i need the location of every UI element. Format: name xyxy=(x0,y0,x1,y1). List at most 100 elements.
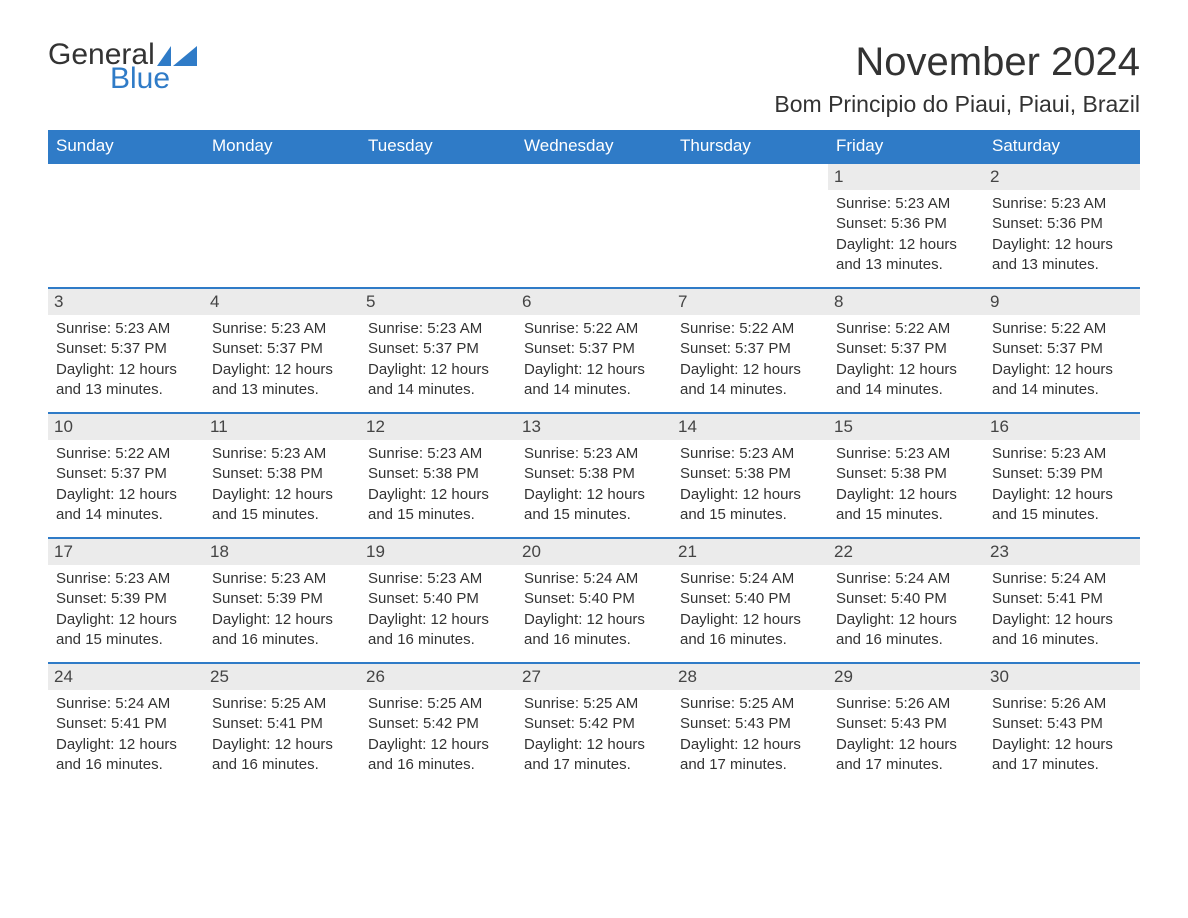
sunset-text: Sunset: 5:39 PM xyxy=(992,464,1132,484)
sunset-text: Sunset: 5:38 PM xyxy=(680,464,820,484)
daylight-text: Daylight: 12 hours and 15 minutes. xyxy=(992,485,1132,526)
sunset-text: Sunset: 5:43 PM xyxy=(836,714,976,734)
sunrise-text: Sunrise: 5:22 AM xyxy=(56,444,196,464)
sunrise-text: Sunrise: 5:23 AM xyxy=(836,194,976,214)
daylight-text: Daylight: 12 hours and 16 minutes. xyxy=(992,610,1132,651)
day-number: 18 xyxy=(204,539,360,565)
sunrise-text: Sunrise: 5:23 AM xyxy=(992,444,1132,464)
day-number: 12 xyxy=(360,414,516,440)
daylight-text: Daylight: 12 hours and 16 minutes. xyxy=(836,610,976,651)
day-number: 11 xyxy=(204,414,360,440)
sunrise-text: Sunrise: 5:23 AM xyxy=(524,444,664,464)
day-cell: 27 Sunrise: 5:25 AMSunset: 5:42 PMDayligh… xyxy=(516,664,672,787)
day-cell: 23Sunrise: 5:24 AMSunset: 5:41 PMDayligh… xyxy=(984,539,1140,662)
day-cell xyxy=(516,164,672,287)
sunset-text: Sunset: 5:39 PM xyxy=(56,589,196,609)
day-cell: 14Sunrise: 5:23 AMSunset: 5:38 PMDayligh… xyxy=(672,414,828,537)
daylight-text: Daylight: 12 hours and 17 minutes. xyxy=(524,735,664,776)
daylight-text: Daylight: 12 hours and 13 minutes. xyxy=(212,360,352,401)
weekday-header: Sunday xyxy=(48,130,204,162)
sunrise-text: Sunrise: 5:25 AM xyxy=(680,694,820,714)
sunrise-text: Sunrise: 5:23 AM xyxy=(368,444,508,464)
sunset-text: Sunset: 5:36 PM xyxy=(992,214,1132,234)
daylight-text: Daylight: 12 hours and 14 minutes. xyxy=(836,360,976,401)
day-number: 10 xyxy=(48,414,204,440)
day-cell: 19Sunrise: 5:23 AMSunset: 5:40 PMDayligh… xyxy=(360,539,516,662)
daylight-text: Daylight: 12 hours and 15 minutes. xyxy=(836,485,976,526)
daylight-text: Daylight: 12 hours and 13 minutes. xyxy=(56,360,196,401)
calendar-week: 10Sunrise: 5:22 AMSunset: 5:37 PMDayligh… xyxy=(48,412,1140,537)
sunrise-text: Sunrise: 5:23 AM xyxy=(368,569,508,589)
day-number: 26 xyxy=(360,664,516,690)
sunset-text: Sunset: 5:43 PM xyxy=(680,714,820,734)
sunset-text: Sunset: 5:36 PM xyxy=(836,214,976,234)
sunrise-text: Sunrise: 5:25 AM xyxy=(368,694,508,714)
sunrise-text: Sunrise: 5:23 AM xyxy=(836,444,976,464)
calendar-week: 3Sunrise: 5:23 AMSunset: 5:37 PMDaylight… xyxy=(48,287,1140,412)
logo-flag-icon xyxy=(157,46,197,66)
daylight-text: Daylight: 12 hours and 16 minutes. xyxy=(212,735,352,776)
daylight-text: Daylight: 12 hours and 16 minutes. xyxy=(212,610,352,651)
daylight-text: Daylight: 12 hours and 14 minutes. xyxy=(368,360,508,401)
day-cell: 1Sunrise: 5:23 AMSunset: 5:36 PMDaylight… xyxy=(828,164,984,287)
weekday-header: Friday xyxy=(828,130,984,162)
day-cell: 18Sunrise: 5:23 AMSunset: 5:39 PMDayligh… xyxy=(204,539,360,662)
daylight-text: Daylight: 12 hours and 15 minutes. xyxy=(368,485,508,526)
logo: General Blue xyxy=(48,40,197,94)
day-number: 7 xyxy=(672,289,828,315)
day-number: 23 xyxy=(984,539,1140,565)
sunset-text: Sunset: 5:41 PM xyxy=(212,714,352,734)
sunset-text: Sunset: 5:40 PM xyxy=(680,589,820,609)
sunrise-text: Sunrise: 5:24 AM xyxy=(836,569,976,589)
daylight-text: Daylight: 12 hours and 16 minutes. xyxy=(56,735,196,776)
day-cell: 4Sunrise: 5:23 AMSunset: 5:37 PMDaylight… xyxy=(204,289,360,412)
day-cell: 28Sunrise: 5:25 AMSunset: 5:43 PMDayligh… xyxy=(672,664,828,787)
day-number: 9 xyxy=(984,289,1140,315)
month-title: November 2024 xyxy=(774,40,1140,85)
sunrise-text: Sunrise: 5:23 AM xyxy=(992,194,1132,214)
sunset-text: Sunset: 5:42 PM xyxy=(368,714,508,734)
day-cell: 12Sunrise: 5:23 AMSunset: 5:38 PMDayligh… xyxy=(360,414,516,537)
logo-text-blue: Blue xyxy=(110,64,197,94)
sunrise-text: Sunrise: 5:25 AM xyxy=(524,694,664,714)
daylight-text: Daylight: 12 hours and 13 minutes. xyxy=(992,235,1132,276)
daylight-text: Daylight: 12 hours and 16 minutes. xyxy=(368,735,508,776)
day-number: 27 xyxy=(516,664,672,690)
day-cell xyxy=(204,164,360,287)
day-cell xyxy=(48,164,204,287)
day-cell: 8Sunrise: 5:22 AMSunset: 5:37 PMDaylight… xyxy=(828,289,984,412)
sunrise-text: Sunrise: 5:26 AM xyxy=(836,694,976,714)
sunset-text: Sunset: 5:37 PM xyxy=(368,339,508,359)
day-cell: 2Sunrise: 5:23 AMSunset: 5:36 PMDaylight… xyxy=(984,164,1140,287)
header: General Blue November 2024 Bom Principio… xyxy=(48,40,1140,118)
day-number: 20 xyxy=(516,539,672,565)
sunrise-text: Sunrise: 5:22 AM xyxy=(836,319,976,339)
day-cell: 6Sunrise: 5:22 AMSunset: 5:37 PMDaylight… xyxy=(516,289,672,412)
weekday-header: Monday xyxy=(204,130,360,162)
day-number: 1 xyxy=(828,164,984,190)
daylight-text: Daylight: 12 hours and 14 minutes. xyxy=(680,360,820,401)
day-number: 4 xyxy=(204,289,360,315)
day-number: 21 xyxy=(672,539,828,565)
sunset-text: Sunset: 5:37 PM xyxy=(680,339,820,359)
day-number: 19 xyxy=(360,539,516,565)
daylight-text: Daylight: 12 hours and 14 minutes. xyxy=(56,485,196,526)
sunset-text: Sunset: 5:38 PM xyxy=(212,464,352,484)
day-cell: 5Sunrise: 5:23 AMSunset: 5:37 PMDaylight… xyxy=(360,289,516,412)
day-cell xyxy=(672,164,828,287)
sunrise-text: Sunrise: 5:23 AM xyxy=(212,569,352,589)
day-cell: 24Sunrise: 5:24 AMSunset: 5:41 PMDayligh… xyxy=(48,664,204,787)
day-cell: 20Sunrise: 5:24 AMSunset: 5:40 PMDayligh… xyxy=(516,539,672,662)
title-block: November 2024 Bom Principio do Piaui, Pi… xyxy=(774,40,1140,118)
daylight-text: Daylight: 12 hours and 14 minutes. xyxy=(524,360,664,401)
sunrise-text: Sunrise: 5:22 AM xyxy=(680,319,820,339)
calendar-week: 1Sunrise: 5:23 AMSunset: 5:36 PMDaylight… xyxy=(48,162,1140,287)
day-cell: 16Sunrise: 5:23 AMSunset: 5:39 PMDayligh… xyxy=(984,414,1140,537)
sunrise-text: Sunrise: 5:24 AM xyxy=(524,569,664,589)
sunset-text: Sunset: 5:37 PM xyxy=(992,339,1132,359)
sunset-text: Sunset: 5:37 PM xyxy=(212,339,352,359)
sunrise-text: Sunrise: 5:23 AM xyxy=(56,319,196,339)
day-cell: 10Sunrise: 5:22 AMSunset: 5:37 PMDayligh… xyxy=(48,414,204,537)
sunset-text: Sunset: 5:40 PM xyxy=(368,589,508,609)
sunset-text: Sunset: 5:42 PM xyxy=(524,714,664,734)
